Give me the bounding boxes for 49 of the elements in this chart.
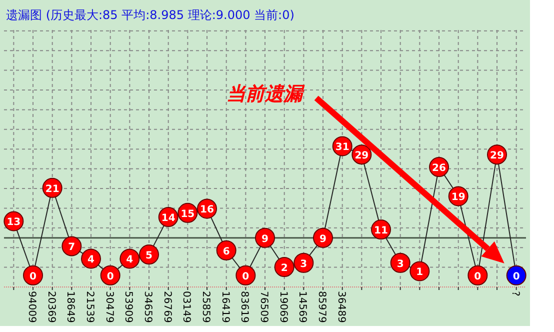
data-label: 9 — [262, 234, 269, 245]
data-label: 4 — [88, 254, 95, 266]
data-label: 3 — [300, 258, 308, 270]
x-tick-label: ? — [509, 291, 520, 296]
data-label: 0 — [512, 271, 520, 282]
data-label: 16 — [200, 204, 214, 216]
x-tick-label: 18649 — [64, 291, 76, 323]
text: 当前遗漏 — [226, 83, 306, 105]
data-label: 7 — [68, 242, 76, 254]
point — [274, 257, 294, 278]
data-label: 19 — [451, 192, 466, 204]
x-tick-label: 34659 — [142, 291, 153, 323]
data-label: 26 — [432, 163, 446, 174]
data-label: 9 — [320, 234, 327, 245]
x-tick-label: 36489 — [335, 291, 346, 323]
data-label: 15 — [180, 208, 195, 220]
chart-title: 遗漏图 (历史最大:85 平均:8.985 理论:9.000 当前:0) — [6, 8, 294, 22]
x-tick-label: 19069 — [277, 291, 288, 323]
point — [410, 261, 430, 282]
data-label: 31 — [335, 142, 350, 154]
data-label: 3 — [396, 258, 404, 270]
data-label: 11 — [374, 226, 388, 237]
x-tick-label: 20369 — [45, 291, 56, 323]
data-label: 5 — [146, 250, 153, 262]
x-tick-label: 25859 — [200, 291, 211, 323]
x-tick-label: 76509 — [258, 291, 269, 323]
data-label: 0 — [106, 271, 114, 282]
x-tick-label: 83619 — [238, 291, 250, 323]
data-label: 14 — [161, 213, 176, 224]
x-tick-label: 85979 — [316, 291, 327, 323]
x-tick-label: 94009 — [26, 291, 37, 323]
data-label: 0 — [474, 271, 482, 282]
x-tick-label: 16419 — [219, 291, 230, 323]
data-label: 6 — [222, 246, 230, 258]
data-label: 13 — [6, 217, 21, 228]
data-label: 0 — [30, 271, 37, 282]
x-tick-label: 26769 — [161, 291, 172, 323]
data-label: 29 — [354, 150, 369, 162]
x-tick-label: 21539 — [84, 291, 95, 323]
data-label: 21 — [45, 184, 60, 195]
x-tick-label: 03149 — [180, 291, 192, 323]
x-tick-label: 53909 — [122, 291, 134, 323]
data-label: 1 — [416, 267, 424, 278]
data-label: 4 — [126, 254, 134, 266]
x-tick-label: 14569 — [296, 291, 308, 323]
data-label: 29 — [490, 150, 504, 162]
x-tick-label: 30479 — [103, 291, 114, 323]
data-label: 2 — [280, 263, 288, 274]
data-label: 0 — [242, 271, 250, 282]
